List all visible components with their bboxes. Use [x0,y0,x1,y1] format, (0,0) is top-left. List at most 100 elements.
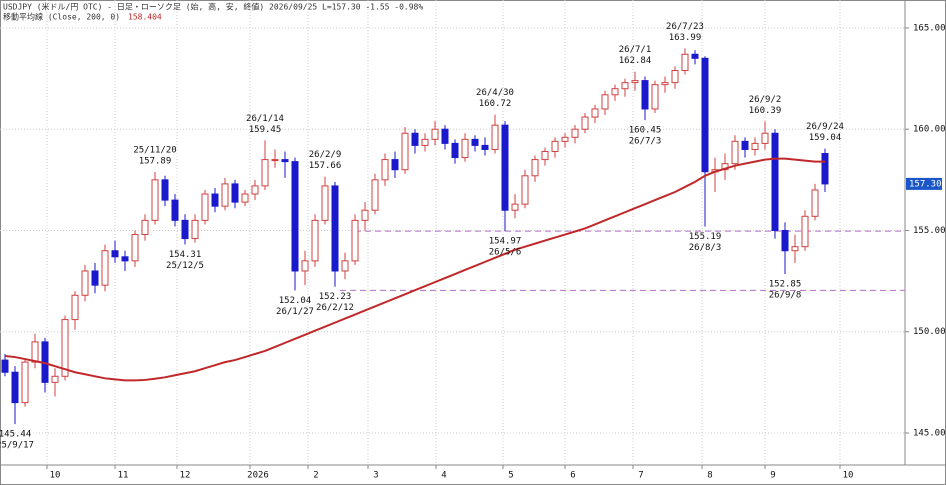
candle-body [291,161,299,272]
candle-body [21,361,29,404]
annotation-date: 25/11/20 [133,145,176,155]
annotation-date: 26/7/1 [619,45,652,55]
candle-body [141,219,149,236]
candle-body [91,270,99,286]
annotation-price: 159.45 [249,125,282,135]
candle-body [61,319,69,377]
last-price-box [906,177,942,190]
candle-body [351,219,359,262]
candle-body [281,159,289,163]
candle-body [551,140,559,152]
candle-body [541,150,549,161]
candle-body [791,246,799,252]
ma-label: 移動平均線 (Close, 200, 0) [3,12,120,22]
candle-body [691,53,699,59]
annotation-price: 157.89 [139,156,172,166]
annotation-price: 154.31 [169,250,202,260]
candle-body [311,219,319,262]
candle-body [431,128,439,140]
candle-body [531,159,539,177]
candle-body [731,140,739,165]
candle-body [571,128,579,138]
candle-body [1,359,9,373]
candle-body [611,88,619,96]
annotation-date: 26/1/27 [276,307,314,317]
x-tick-label: 10 [843,471,854,481]
candle-body [71,294,79,321]
x-tick-label: 2026 [247,471,269,481]
candle-body [241,193,249,203]
candle-body [361,209,369,221]
candle-body [511,203,519,211]
candle-body [671,69,679,84]
annotation-date: 26/8/3 [689,243,722,253]
candle-body [261,159,269,187]
candle-body [421,138,429,146]
candle-body [31,341,39,363]
candle-body [331,185,339,272]
annotation-price: 145.44 [0,430,31,440]
annotation-date: 26/2/9 [309,150,342,160]
candle-body [801,215,809,248]
candle-body [221,183,229,207]
annotation-date: 25/9/17 [0,441,34,451]
candle-body [601,94,609,110]
candle-body [301,260,309,272]
candle-body [391,159,399,171]
annotation-date: 26/9/2 [749,95,782,105]
annotation-price: 152.23 [319,292,352,302]
annotation-price: 162.84 [619,56,652,66]
candle-body [741,140,749,150]
x-tick-label: 3 [373,471,378,481]
candle-body [811,189,819,217]
annotation-date: 26/9/8 [769,291,802,301]
candle-body [701,57,709,173]
candle-body [681,53,689,71]
candle-body [581,116,589,130]
candle-body [111,250,119,258]
x-tick-label: 8 [707,471,712,481]
candle-body [271,159,279,162]
y-tick-label: 165.00 [913,23,946,33]
candle-body [631,80,639,84]
candle-body [341,260,349,272]
y-tick-label: 160.00 [913,125,946,135]
candle-body [251,185,259,195]
annotation-price: 160.72 [479,99,512,109]
candle-body [321,185,329,221]
candle-body [771,132,779,231]
annotation-price: 152.85 [769,280,802,290]
candle-body [101,250,109,286]
candle-body [411,132,419,146]
candle-body [591,108,599,118]
x-tick-label: 10 [50,471,61,481]
candle-body [51,375,59,383]
candle-body [231,183,239,203]
annotation-price: 155.19 [689,232,722,242]
candle-body [481,144,489,150]
annotation-price: 154.97 [489,237,522,247]
annotation-price: 157.66 [309,161,342,171]
candle-body [821,153,829,185]
candle-body [521,175,529,205]
annotation-date: 26/1/14 [246,114,284,124]
candle-body [761,132,769,144]
candle-body [781,229,789,252]
chart-title: USDJPY (米ドル/円 OTC) - 日足・ローソク足 (始, 高, 安, … [3,2,423,12]
y-tick-label: 150.00 [913,327,946,337]
candle-body [501,124,509,211]
y-tick-label: 145.00 [913,429,946,439]
candle-body [471,138,479,146]
annotation-date: 26/5/6 [489,248,522,258]
candle-body [151,179,159,221]
annotation-price: 160.45 [629,126,662,136]
ma-line [4,157,825,382]
candle-body [171,199,179,221]
annotation-date: 26/7/3 [629,137,662,147]
x-tick-label: 6 [570,471,575,481]
candle-body [371,179,379,211]
candle-body [621,82,629,90]
candle-body [11,371,19,404]
x-tick-label: 4 [441,471,446,481]
x-tick-label: 9 [770,471,775,481]
